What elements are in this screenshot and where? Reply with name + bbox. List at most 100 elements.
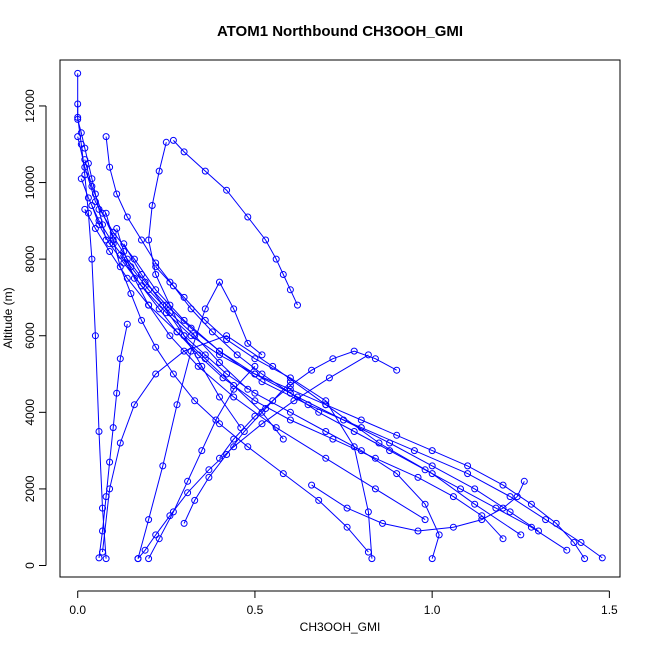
data-point xyxy=(535,527,542,535)
data-point xyxy=(95,428,103,435)
data-point xyxy=(152,370,160,378)
data-point xyxy=(88,202,96,209)
plot-frame xyxy=(59,59,621,578)
data-point xyxy=(428,470,436,478)
data-point xyxy=(155,535,163,543)
data-point xyxy=(414,527,422,535)
series-20 xyxy=(102,209,372,556)
chart-title: ATOM1 Northbound CH3OOH_GMI xyxy=(217,23,463,40)
series-8 xyxy=(102,133,571,554)
data-point xyxy=(74,133,82,141)
data-point xyxy=(134,555,142,563)
data-point xyxy=(216,278,223,286)
data-point xyxy=(506,508,514,516)
data-point xyxy=(428,447,436,455)
data-point xyxy=(223,186,231,194)
data-point xyxy=(343,523,351,531)
data-point xyxy=(471,485,479,493)
data-point xyxy=(162,138,170,146)
series-6 xyxy=(152,263,376,563)
data-point xyxy=(223,336,231,344)
data-point xyxy=(95,554,103,562)
data-point xyxy=(187,324,195,332)
data-point xyxy=(449,493,457,501)
x-tick-label: 1.0 xyxy=(424,603,441,617)
data-point xyxy=(258,378,266,386)
data-point xyxy=(577,539,585,546)
data-point xyxy=(499,504,507,512)
data-point xyxy=(251,355,259,363)
data-point xyxy=(123,320,131,328)
data-point xyxy=(286,378,294,386)
data-point xyxy=(201,167,209,175)
data-layer xyxy=(74,69,606,563)
data-point xyxy=(286,286,294,294)
series-line xyxy=(173,140,298,306)
y-tick-label: 10000 xyxy=(23,165,37,199)
data-point xyxy=(74,115,82,123)
data-point xyxy=(251,389,259,397)
data-point xyxy=(262,236,270,244)
data-point xyxy=(421,466,429,474)
data-point xyxy=(106,163,114,171)
data-point xyxy=(230,305,238,313)
data-point xyxy=(145,236,153,244)
series-line xyxy=(98,324,128,558)
y-tick-label: 6000 xyxy=(23,322,37,349)
data-point xyxy=(368,555,376,563)
data-point xyxy=(393,431,401,439)
data-point xyxy=(527,523,535,531)
data-point xyxy=(166,278,174,286)
data-point xyxy=(421,516,429,524)
data-point xyxy=(194,362,202,370)
data-point xyxy=(127,263,135,271)
series-19 xyxy=(134,351,372,563)
data-point xyxy=(286,385,294,393)
data-point xyxy=(386,447,394,455)
data-point xyxy=(230,435,238,443)
data-point xyxy=(262,405,270,412)
series-line xyxy=(77,104,107,241)
data-point xyxy=(364,548,372,556)
data-point xyxy=(212,416,220,424)
data-point xyxy=(169,370,177,378)
data-point xyxy=(216,347,223,355)
data-point xyxy=(138,316,145,324)
data-point xyxy=(123,274,131,282)
data-point xyxy=(410,447,418,455)
data-point xyxy=(371,355,379,363)
x-tick-label: 0.0 xyxy=(69,603,86,617)
data-point xyxy=(457,485,464,493)
data-point xyxy=(251,370,259,378)
data-point xyxy=(386,439,394,447)
data-point xyxy=(130,274,138,282)
data-point xyxy=(148,202,156,209)
data-point xyxy=(350,443,358,451)
data-point xyxy=(84,194,92,202)
data-point xyxy=(74,100,82,108)
data-point xyxy=(180,519,188,527)
series-12 xyxy=(116,251,589,563)
data-point xyxy=(169,282,177,290)
data-point xyxy=(102,236,110,244)
data-point xyxy=(414,473,422,481)
data-point xyxy=(581,555,589,563)
data-point xyxy=(102,209,110,217)
data-point xyxy=(464,470,472,478)
data-point xyxy=(216,351,223,359)
y-axis-label: Altitude (m) xyxy=(1,287,15,348)
data-point xyxy=(123,213,131,221)
data-point xyxy=(91,225,99,232)
data-point xyxy=(350,347,358,355)
data-point xyxy=(315,408,323,416)
data-point xyxy=(91,332,99,340)
data-point xyxy=(166,512,174,520)
x-axis-label: CH3OOH_GMI xyxy=(300,620,381,634)
data-point xyxy=(169,508,177,516)
data-point xyxy=(159,462,167,470)
data-point xyxy=(116,355,124,363)
data-point xyxy=(322,401,330,409)
series-line xyxy=(148,142,242,428)
data-point xyxy=(286,374,294,382)
